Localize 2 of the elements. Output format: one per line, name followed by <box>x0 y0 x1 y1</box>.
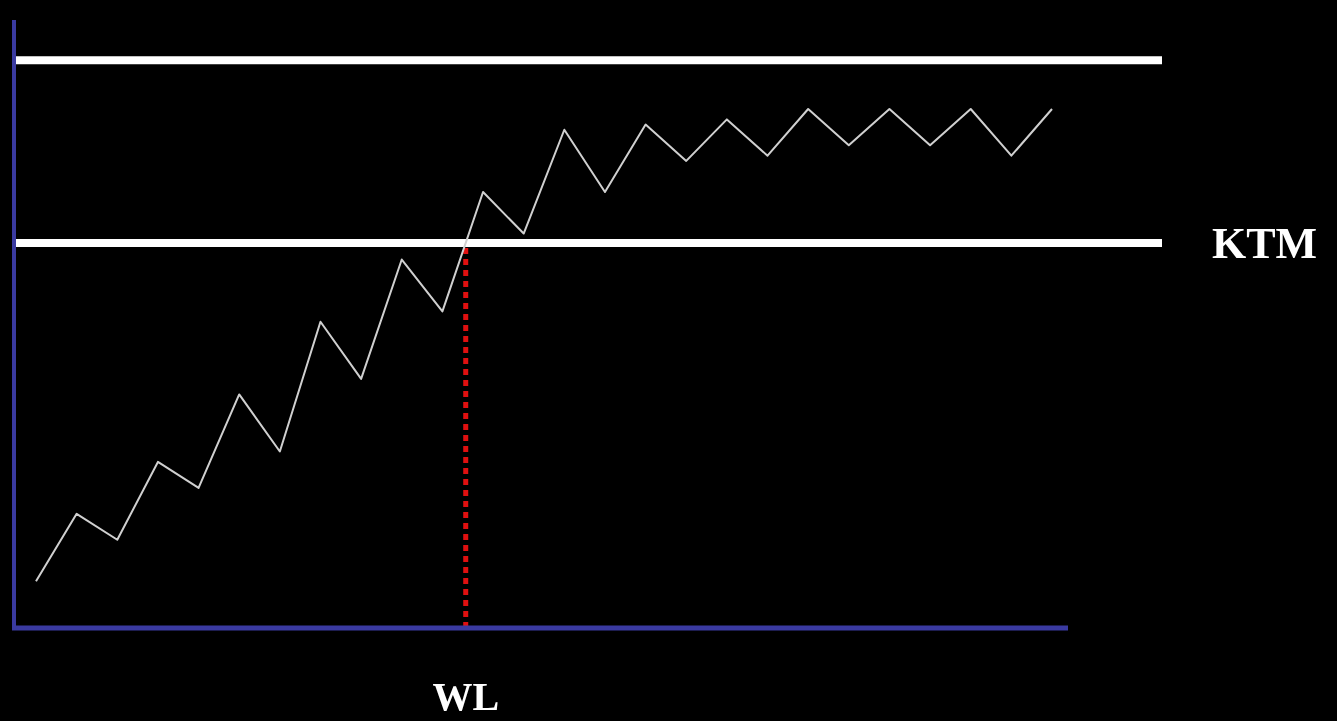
text: WL <box>432 674 500 719</box>
ref-line-label: KTM <box>1212 218 1318 268</box>
